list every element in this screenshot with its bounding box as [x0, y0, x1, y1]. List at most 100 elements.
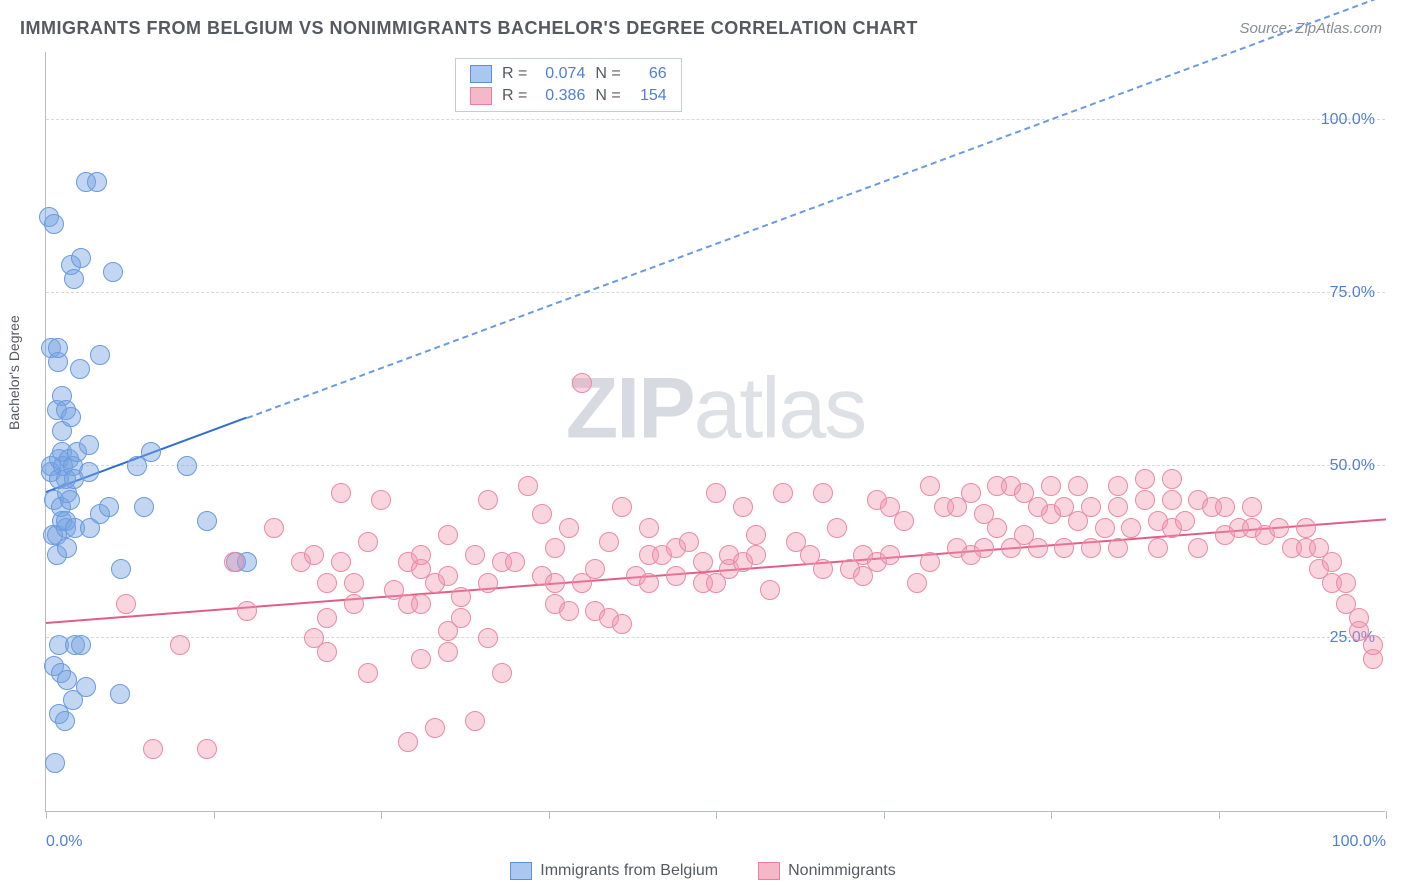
legend-swatch-nonimm	[758, 862, 780, 880]
scatter-point-belgium	[71, 635, 91, 655]
gridline	[46, 119, 1385, 120]
scatter-point-nonimm	[1041, 476, 1061, 496]
scatter-point-belgium	[45, 753, 65, 773]
scatter-point-nonimm	[438, 566, 458, 586]
x-tick	[549, 811, 550, 819]
scatter-point-nonimm	[425, 718, 445, 738]
scatter-point-belgium	[103, 262, 123, 282]
scatter-point-nonimm	[1028, 538, 1048, 558]
scatter-point-belgium	[55, 711, 75, 731]
scatter-point-nonimm	[344, 594, 364, 614]
scatter-point-nonimm	[693, 552, 713, 572]
scatter-point-nonimm	[1108, 497, 1128, 517]
scatter-point-nonimm	[197, 739, 217, 759]
scatter-point-nonimm	[1081, 538, 1101, 558]
scatter-point-nonimm	[920, 552, 940, 572]
legend-n-nonimm: 154	[631, 87, 667, 105]
legend-stat-label: N =	[595, 65, 620, 83]
scatter-point-nonimm	[813, 483, 833, 503]
scatter-point-nonimm	[679, 532, 699, 552]
scatter-point-nonimm	[1175, 511, 1195, 531]
legend-swatch-belgium	[470, 65, 492, 83]
scatter-point-nonimm	[746, 525, 766, 545]
legend-stat-label: R =	[502, 65, 527, 83]
x-tick	[716, 811, 717, 819]
scatter-point-nonimm	[585, 559, 605, 579]
legend-item-nonimm: Nonimmigrants	[758, 862, 896, 880]
legend-swatch-belgium	[510, 862, 532, 880]
scatter-point-belgium	[90, 345, 110, 365]
scatter-point-nonimm	[358, 532, 378, 552]
legend-series: Immigrants from Belgium Nonimmigrants	[0, 862, 1406, 880]
legend-stats-row-belgium: R = 0.074 N = 66	[456, 63, 681, 85]
legend-label-nonimm: Nonimmigrants	[788, 862, 896, 880]
scatter-point-nonimm	[639, 573, 659, 593]
scatter-point-nonimm	[1322, 552, 1342, 572]
scatter-point-belgium	[177, 456, 197, 476]
scatter-point-nonimm	[1188, 538, 1208, 558]
gridline	[46, 292, 1385, 293]
scatter-point-nonimm	[371, 490, 391, 510]
scatter-point-nonimm	[224, 552, 244, 572]
scatter-point-nonimm	[1242, 497, 1262, 517]
scatter-point-belgium	[57, 538, 77, 558]
scatter-point-nonimm	[545, 538, 565, 558]
y-tick-label: 100.0%	[1321, 111, 1375, 129]
scatter-point-nonimm	[438, 525, 458, 545]
y-tick-label: 50.0%	[1330, 457, 1375, 475]
scatter-point-nonimm	[317, 642, 337, 662]
scatter-point-nonimm	[545, 573, 565, 593]
scatter-point-nonimm	[1363, 635, 1383, 655]
x-tick-label: 0.0%	[46, 833, 82, 851]
scatter-point-nonimm	[451, 587, 471, 607]
legend-stat-label: N =	[595, 87, 620, 105]
watermark: ZIPatlas	[566, 359, 865, 458]
legend-r-nonimm: 0.386	[537, 87, 585, 105]
scatter-point-nonimm	[411, 649, 431, 669]
scatter-point-belgium	[71, 248, 91, 268]
x-tick	[381, 811, 382, 819]
scatter-point-nonimm	[331, 483, 351, 503]
scatter-point-belgium	[141, 442, 161, 462]
scatter-point-nonimm	[1349, 608, 1369, 628]
scatter-point-belgium	[197, 511, 217, 531]
scatter-point-nonimm	[518, 476, 538, 496]
scatter-point-nonimm	[1108, 538, 1128, 558]
scatter-point-belgium	[44, 214, 64, 234]
scatter-point-nonimm	[733, 497, 753, 517]
x-tick	[884, 811, 885, 819]
scatter-point-belgium	[79, 462, 99, 482]
scatter-point-nonimm	[760, 580, 780, 600]
legend-item-belgium: Immigrants from Belgium	[510, 862, 718, 880]
scatter-point-belgium	[79, 435, 99, 455]
legend-stat-label: R =	[502, 87, 527, 105]
scatter-point-belgium	[57, 670, 77, 690]
scatter-point-nonimm	[170, 635, 190, 655]
scatter-point-nonimm	[1121, 518, 1141, 538]
scatter-point-nonimm	[1269, 518, 1289, 538]
scatter-point-nonimm	[1162, 490, 1182, 510]
scatter-point-belgium	[111, 559, 131, 579]
scatter-point-nonimm	[1135, 490, 1155, 510]
gridline	[46, 465, 1385, 466]
scatter-point-nonimm	[478, 573, 498, 593]
scatter-point-nonimm	[331, 552, 351, 572]
x-tick	[1051, 811, 1052, 819]
scatter-point-nonimm	[344, 573, 364, 593]
scatter-point-nonimm	[264, 518, 284, 538]
chart-container: IMMIGRANTS FROM BELGIUM VS NONIMMIGRANTS…	[0, 0, 1406, 892]
scatter-point-belgium	[99, 497, 119, 517]
chart-title: IMMIGRANTS FROM BELGIUM VS NONIMMIGRANTS…	[20, 18, 918, 39]
scatter-point-nonimm	[1068, 476, 1088, 496]
scatter-point-nonimm	[1095, 518, 1115, 538]
scatter-point-belgium	[48, 338, 68, 358]
legend-label-belgium: Immigrants from Belgium	[540, 862, 718, 880]
scatter-point-nonimm	[1148, 538, 1168, 558]
scatter-point-nonimm	[505, 552, 525, 572]
legend-stats-row-nonimm: R = 0.386 N = 154	[456, 85, 681, 107]
scatter-point-nonimm	[398, 732, 418, 752]
scatter-point-belgium	[110, 684, 130, 704]
scatter-point-nonimm	[639, 518, 659, 538]
scatter-point-nonimm	[746, 545, 766, 565]
scatter-point-nonimm	[1135, 469, 1155, 489]
